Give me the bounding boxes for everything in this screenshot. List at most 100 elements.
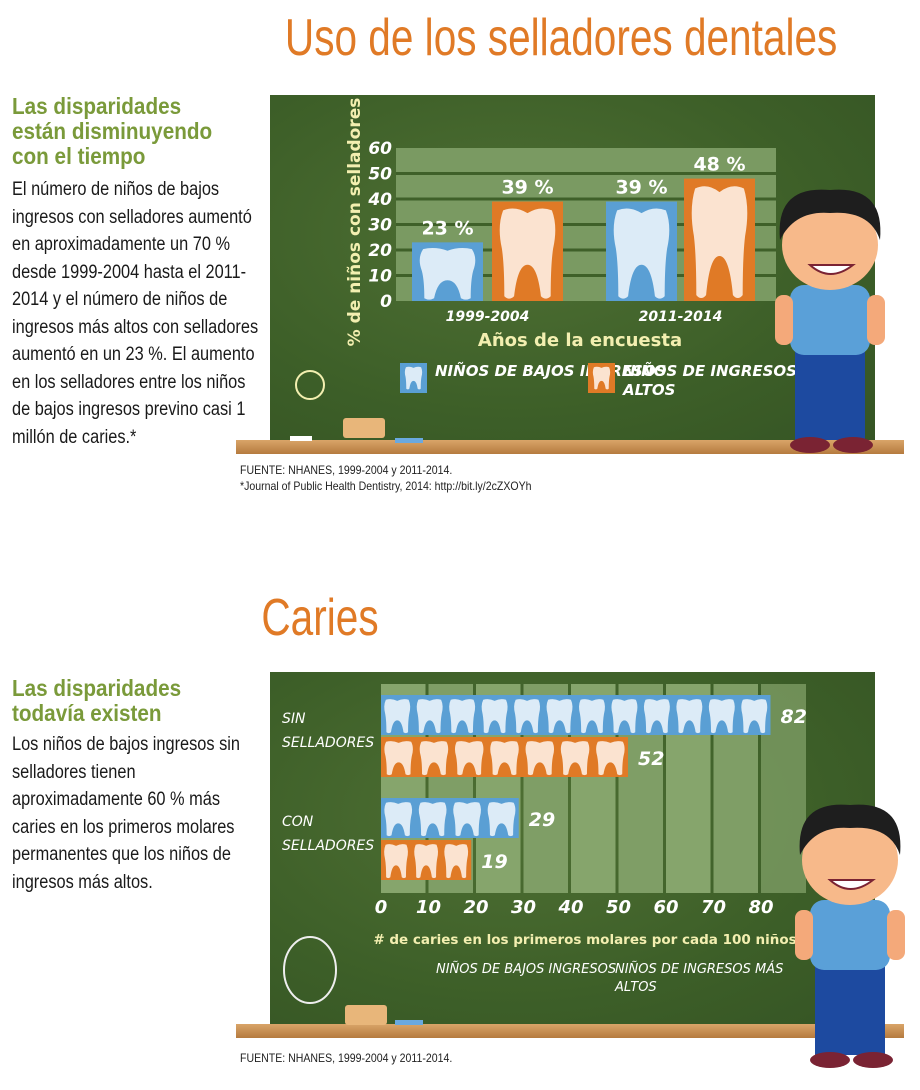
tooth-icon [419,741,449,776]
boy-smile [807,264,856,275]
chalk-ledge-1 [236,440,904,454]
boy-shoe [790,437,830,453]
tooth-icon [514,699,541,734]
data-label: 82 [781,706,807,728]
boy-shoe [833,437,873,453]
data-label: 39 % [615,177,667,199]
chalk-ledge-2 [236,1024,904,1038]
sharpener-icon [345,1005,387,1025]
data-label: 29 [529,809,555,831]
section2-heading: Las disparidades todavía existen [12,675,182,726]
section2-source: FUENTE: NHANES, 1999-2004 y 2011-2014. [240,1051,453,1065]
bar [381,695,771,735]
x-tick-label: 80 [748,897,773,918]
boy-arm [867,295,885,345]
boy-arm [795,910,813,960]
boy-arm [775,295,793,345]
y-tick-label: 0 [380,292,392,312]
section1-heading: Las disparidades están disminuyendo con … [12,93,213,169]
x-tick-label: 0 [375,897,388,918]
boy-face [782,200,878,290]
boy-shoe [810,1052,850,1068]
tooth-icon [708,699,735,734]
tooth-icon [454,741,484,776]
chalk-icon [395,438,423,443]
boy-illustration [775,189,885,453]
data-label: 19 [481,851,507,873]
section1-body: El número de niños de bajos ingresos con… [12,179,259,448]
section2-body: Los niños de bajos ingresos sin sellador… [12,734,240,893]
tooth-icon [449,699,476,734]
category-label: SIN [282,711,306,727]
boy-shirt [810,900,890,970]
tooth-icon [404,366,423,390]
y-tick-label: 30 [368,216,392,236]
y-tick-label: 40 [367,190,392,210]
legend-label: NIÑOS DE INGRESOS MÁS [615,961,783,977]
data-label: 23 % [421,217,473,239]
x-axis-label: Años de la encuesta [478,330,682,351]
legend-label: NIÑOS DE BAJOS INGRESOS [436,961,616,977]
data-label: 52 [638,748,664,770]
boy-arm [887,910,905,960]
legend-label: ALTOS [614,980,657,995]
category-label: SELLADORES [282,838,374,854]
section1-source: FUENTE: NHANES, 1999-2004 y 2011-2014. [240,463,453,477]
tooth-icon [546,699,573,734]
tooth-icon [596,741,625,776]
x-tick-label: 40 [557,897,583,918]
tooth-icon [741,699,768,734]
y-tick-label: 60 [368,139,392,159]
x-tick-label: 1999-2004 [446,309,530,325]
tooth-icon [487,802,516,837]
tooth-icon [416,699,443,734]
tooth-icon [691,186,748,299]
tooth-icon [418,802,447,837]
y-tick-label: 10 [368,267,392,287]
tooth-icon [499,208,556,299]
chalk-icon [290,436,312,441]
tooth-icon [419,248,476,300]
x-tick-label: 70 [701,897,726,918]
tooth-icon [579,699,605,734]
tooth-icon [384,802,413,837]
tooth-icon [525,741,555,776]
boy-shirt [790,285,870,355]
chalk-icon [395,1020,423,1025]
boy-pants [795,345,865,440]
boy-pants [815,960,885,1055]
section1-footnote: *Journal of Public Health Dentistry, 201… [240,479,532,493]
tooth-icon [490,741,519,776]
smiley-doodle [295,370,325,400]
tooth-icon [414,844,439,879]
section2-title: Caries [261,589,379,647]
data-label: 48 % [693,154,745,176]
sharpener-icon [343,418,385,438]
y-axis-label: % de niños con selladores [345,98,365,347]
tooth-icon [613,208,670,299]
tooth-icon [611,699,638,734]
x-tick-label: 30 [511,897,536,918]
x-tick-label: 60 [653,897,678,918]
legend-label: NIÑOS DE INGRESOS MÁS [623,361,840,380]
boy-smile [827,879,876,890]
tooth-icon [481,699,508,734]
tooth-icon [384,699,411,734]
x-tick-label: 2011-2014 [639,309,723,325]
category-label: SELLADORES [282,735,374,751]
legend-label: ALTOS [622,381,675,399]
x-tick-label: 10 [416,897,441,918]
y-tick-label: 50 [368,165,392,185]
smiley-doodle [283,936,337,1004]
tooth-icon [643,699,670,734]
tooth-icon [560,741,590,776]
category-label: CON [282,814,314,830]
x-axis-label: # de caries en los primeros molares por … [373,932,796,948]
tooth-icon [592,366,611,390]
boy-hair [799,804,901,855]
data-label: 39 % [501,177,553,199]
boy-shoe [853,1052,893,1068]
tooth-icon [444,844,469,879]
